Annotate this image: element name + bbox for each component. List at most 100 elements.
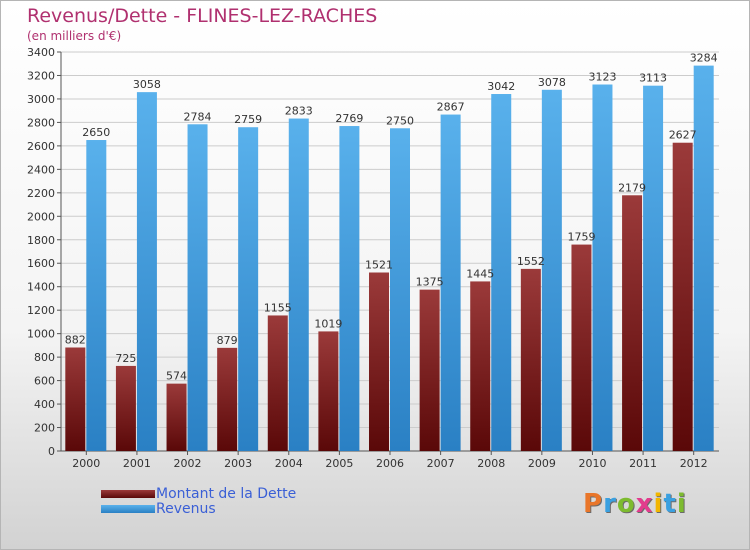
chart-title: Revenus/Dette - FLINES-LEZ-RACHES: [27, 5, 378, 27]
y-axis-ticks: 0 200 400 600 800 1000 1200 1400 1600 1800 2000 220…: [27, 46, 55, 458]
logo-letter: o: [616, 489, 636, 519]
y-tick-label: 1800: [27, 234, 55, 247]
logo-letter: i: [653, 489, 664, 519]
x-tick-label: 2010: [578, 457, 606, 470]
y-tick-label: 1200: [27, 304, 55, 317]
bar-revenue: [288, 118, 309, 451]
x-tick-label: 2009: [528, 457, 556, 470]
legend-label-debt: Montant de la Dette: [156, 486, 297, 502]
data-label-debt: 1521: [365, 259, 393, 272]
data-label-debt: 1552: [517, 255, 545, 268]
data-label-revenue: 2769: [335, 112, 363, 125]
bar-revenue: [440, 114, 461, 451]
data-label-revenue: 2759: [234, 113, 262, 126]
x-tick-label: 2006: [376, 457, 404, 470]
x-tick-label: 2003: [224, 457, 252, 470]
logo-letter: x: [635, 489, 654, 519]
legend-label-revenue: Revenus: [156, 501, 216, 517]
bar-debt: [267, 315, 288, 451]
x-tick-label: 2008: [477, 457, 505, 470]
data-label-revenue: 2750: [386, 114, 414, 127]
x-tick-label: 2005: [325, 457, 353, 470]
data-label-revenue: 3113: [639, 72, 667, 85]
data-labels: 882 2650 725 3058 574 2784 879 2759 1155 2833 1019…: [65, 52, 718, 383]
data-label-debt: 1375: [416, 276, 444, 289]
data-label-debt: 2179: [618, 181, 646, 194]
bar-debt: [470, 281, 491, 451]
bar-revenue: [86, 140, 107, 451]
y-tick-label: 2000: [27, 210, 55, 223]
logo-letter: t: [663, 489, 677, 519]
bar-revenue: [693, 65, 714, 451]
data-label-debt: 879: [217, 334, 238, 347]
x-tick-label: 2004: [275, 457, 303, 470]
x-axis-ticks: 2000 2001 2002 2003 2004 2005 2006 2007 2008 2009…: [72, 451, 708, 470]
bar-revenue: [339, 126, 360, 451]
data-label-debt: 882: [65, 333, 86, 346]
bar-revenue: [390, 128, 410, 451]
data-label-revenue: 3284: [690, 52, 718, 65]
bar-revenue: [643, 85, 664, 451]
bar-debt: [571, 244, 592, 451]
data-label-revenue: 2784: [184, 110, 212, 123]
bar-debt: [369, 272, 389, 451]
y-tick-label: 1600: [27, 257, 55, 270]
y-tick-label: 1400: [27, 281, 55, 294]
bar-debt: [65, 347, 86, 451]
logo-letter: r: [603, 489, 617, 519]
logo-letter: P: [583, 489, 604, 519]
bar-revenue: [592, 84, 613, 451]
bar-debt: [166, 383, 187, 451]
bar-revenue: [541, 89, 562, 451]
y-tick-label: 2200: [27, 187, 55, 200]
y-tick-label: 400: [34, 398, 55, 411]
bar-debt: [318, 331, 339, 451]
bar-revenue: [491, 94, 512, 451]
y-tick-label: 1000: [27, 328, 55, 341]
bar-debt: [520, 268, 541, 451]
bar-debt: [419, 289, 440, 451]
y-tick-label: 600: [34, 375, 55, 388]
data-label-debt: 1019: [314, 317, 342, 330]
logo-letter: i: [676, 489, 687, 519]
bar-revenue: [238, 127, 259, 451]
data-label-revenue: 3042: [487, 80, 515, 93]
y-tick-label: 3400: [27, 46, 55, 59]
bar-debt: [672, 142, 693, 452]
data-label-debt: 1759: [567, 231, 595, 244]
y-tick-label: 2800: [27, 116, 55, 129]
x-tick-label: 2012: [680, 457, 708, 470]
data-label-revenue: 2833: [285, 105, 313, 118]
data-label-debt: 725: [115, 352, 136, 365]
bar-debt: [115, 365, 136, 451]
bar-revenue: [187, 124, 208, 451]
data-label-revenue: 3123: [588, 71, 616, 84]
x-tick-label: 2011: [629, 457, 657, 470]
bar-debt: [622, 195, 643, 451]
data-label-debt: 574: [166, 370, 187, 383]
proxiti-logo: Proxiti: [583, 489, 687, 519]
y-tick-label: 3200: [27, 69, 55, 82]
bar-revenue: [136, 92, 157, 451]
y-tick-label: 0: [48, 445, 55, 458]
data-label-revenue: 2650: [82, 126, 110, 139]
data-label-debt: 1445: [466, 267, 494, 280]
y-tick-label: 3000: [27, 93, 55, 106]
data-label-debt: 2627: [669, 129, 697, 142]
y-tick-label: 2600: [27, 140, 55, 153]
x-tick-label: 2001: [123, 457, 151, 470]
x-tick-label: 2007: [427, 457, 455, 470]
y-tick-label: 800: [34, 351, 55, 364]
data-label-revenue: 3078: [538, 76, 566, 89]
data-label-debt: 1155: [264, 301, 292, 314]
bar-debt: [217, 347, 238, 451]
legend-swatch-debt: [101, 490, 155, 498]
data-label-revenue: 3058: [133, 78, 161, 91]
legend-swatch-revenue: [101, 505, 155, 513]
x-tick-label: 2002: [174, 457, 202, 470]
x-tick-label: 2000: [72, 457, 100, 470]
data-label-revenue: 2867: [437, 101, 465, 114]
chart-subtitle: (en milliers d'€): [27, 29, 122, 43]
